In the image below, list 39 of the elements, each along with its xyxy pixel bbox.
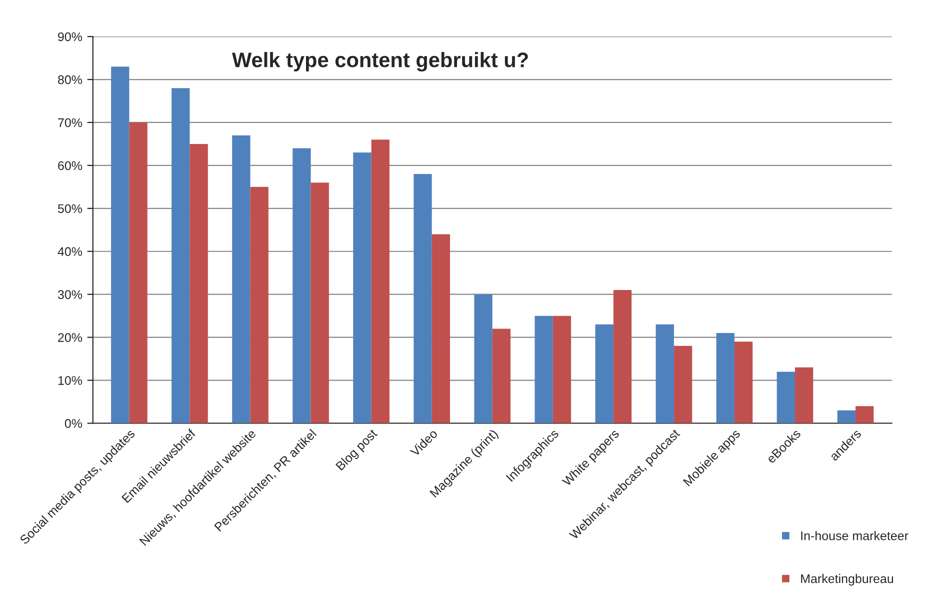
bar: [534, 316, 553, 424]
bar: [371, 140, 390, 424]
bar: [353, 152, 372, 424]
bar: [250, 186, 268, 424]
bar: [552, 316, 572, 424]
bar: [111, 66, 130, 424]
bar: [129, 122, 148, 424]
bar: [292, 148, 311, 424]
bar: [190, 144, 208, 424]
bar: [613, 290, 632, 424]
y-tick-label: 50%: [58, 204, 82, 214]
legend-label: In-house marketeer: [801, 531, 908, 540]
y-tick-label: 30%: [58, 290, 82, 299]
y-tick-label: 90%: [58, 32, 82, 42]
legend-label: Marketingbureau: [801, 574, 894, 586]
bar: [595, 324, 614, 424]
bar: [172, 88, 190, 424]
y-tick-label: 40%: [58, 247, 82, 256]
y-tick-label: 10%: [58, 376, 82, 385]
bar: [474, 294, 492, 424]
bar: [776, 372, 795, 424]
bar: [310, 182, 329, 424]
bar: [492, 328, 511, 424]
bar: [856, 406, 874, 424]
bar: [734, 342, 753, 424]
y-tick-label: 60%: [58, 161, 82, 170]
bar: [432, 234, 450, 424]
bar: [674, 346, 692, 424]
bar: [837, 410, 856, 424]
bar: [716, 333, 734, 424]
text: Welk type content gebruikt u?: [232, 52, 528, 72]
y-tick-label: 20%: [58, 333, 82, 342]
y-tick-label: 80%: [58, 75, 82, 84]
y-tick-label: 70%: [58, 118, 82, 128]
bar: [232, 135, 250, 424]
bar: [795, 367, 814, 424]
y-tick-label: 0%: [64, 419, 82, 428]
bar: [414, 174, 432, 424]
bar: [656, 324, 674, 424]
